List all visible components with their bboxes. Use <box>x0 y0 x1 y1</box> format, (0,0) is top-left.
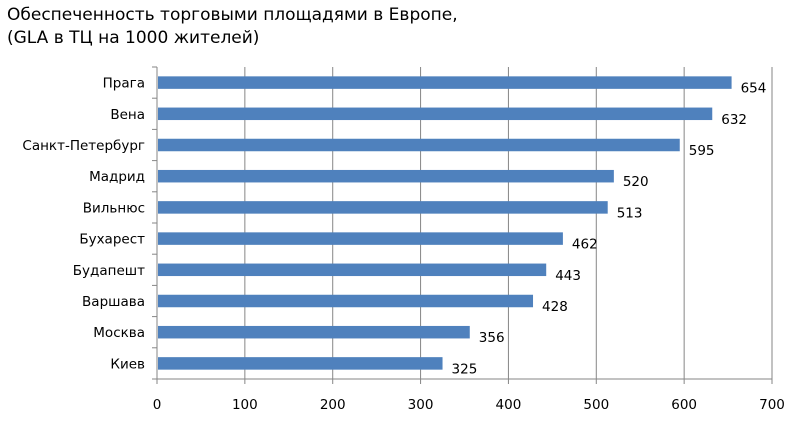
chart-title: Обеспеченность торговыми площадями в Евр… <box>7 4 458 50</box>
bar-1 <box>158 107 713 121</box>
category-label: Киев <box>110 356 145 372</box>
chart-title-line-1: Обеспеченность торговыми площадями в Евр… <box>7 5 458 25</box>
category-label: Бухарест <box>79 232 145 248</box>
x-tick-label: 300 <box>408 397 434 413</box>
data-label: 356 <box>479 330 505 346</box>
data-label: 513 <box>617 205 643 221</box>
bar-8 <box>158 325 470 339</box>
data-label: 520 <box>623 174 649 190</box>
data-label: 595 <box>689 143 715 159</box>
data-label: 325 <box>452 361 478 377</box>
bar-2 <box>158 138 680 152</box>
bar-3 <box>158 169 614 183</box>
data-label: 443 <box>555 268 581 284</box>
x-tick-label: 0 <box>153 397 162 413</box>
category-label: Москва <box>93 325 145 341</box>
bar-9 <box>158 357 443 370</box>
category-label: Прага <box>103 76 145 92</box>
x-tick-label: 200 <box>320 397 346 413</box>
x-tick-label: 100 <box>232 397 258 413</box>
category-label: Мадрид <box>89 169 145 185</box>
data-label: 654 <box>741 81 767 97</box>
category-label: Санкт-Петербург <box>22 138 145 154</box>
x-tick-label: 500 <box>583 397 609 413</box>
data-label: 462 <box>572 237 598 253</box>
bar-4 <box>158 201 608 214</box>
bar-0 <box>158 76 732 89</box>
category-label: Будапешт <box>73 263 145 279</box>
data-label: 428 <box>542 299 568 315</box>
category-label: Вильнюс <box>83 200 145 216</box>
bar-7 <box>158 294 534 308</box>
category-label: Вена <box>110 107 145 123</box>
category-label: Варшава <box>82 294 145 310</box>
bar-5 <box>158 232 563 245</box>
x-tick-label: 400 <box>496 397 522 413</box>
data-label: 632 <box>721 112 747 128</box>
x-tick-label: 700 <box>759 397 785 413</box>
x-tick-label: 600 <box>671 397 697 413</box>
bar-6 <box>158 263 547 277</box>
chart-title-line-2: (GLA в ТЦ на 1000 жителей) <box>7 28 260 48</box>
